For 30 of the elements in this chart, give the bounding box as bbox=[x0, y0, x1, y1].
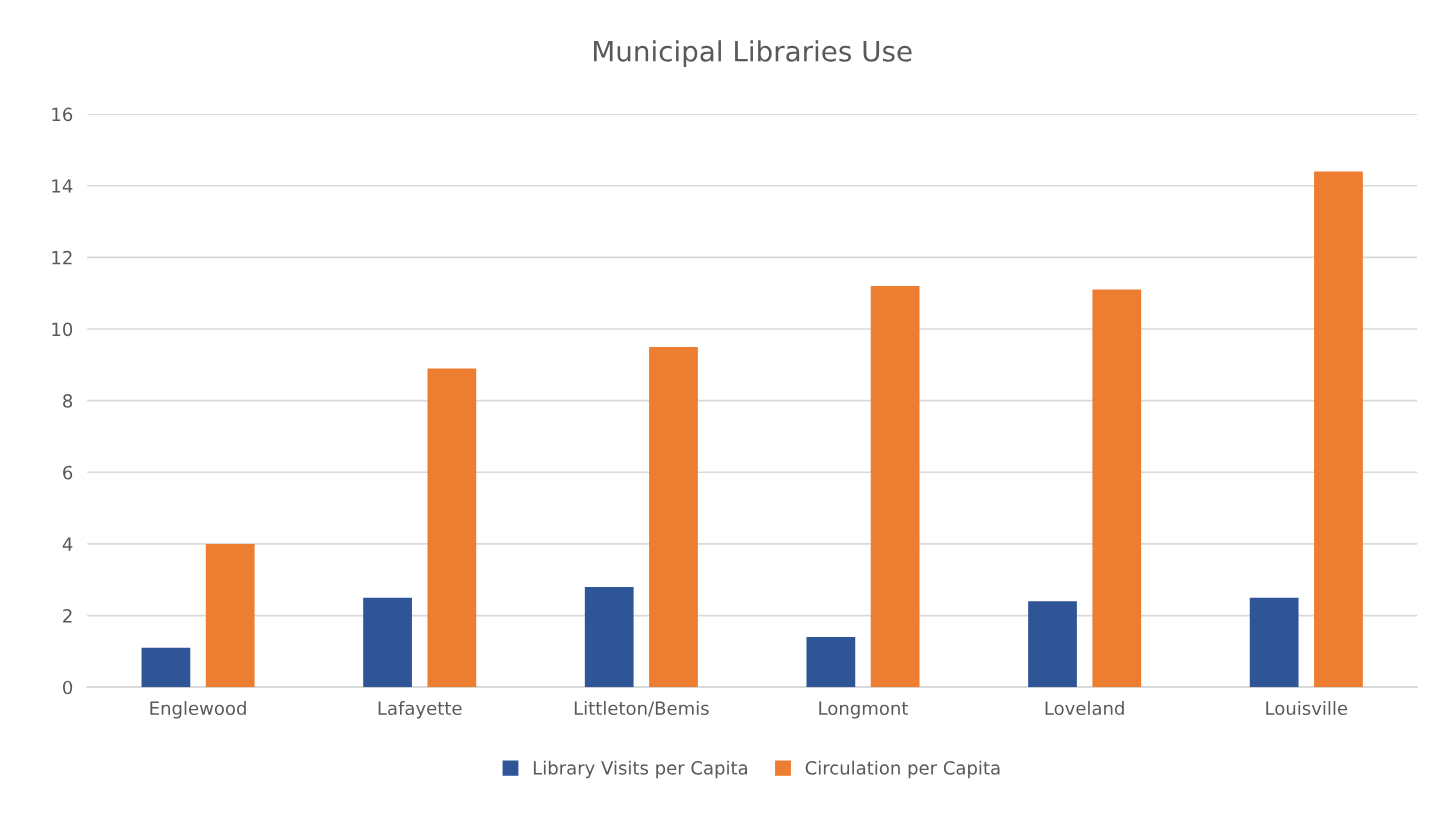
bar bbox=[649, 346, 698, 688]
y-tick-label: 6 bbox=[63, 465, 73, 480]
y-tick-label: 4 bbox=[62, 537, 73, 551]
y-tick-label: 14 bbox=[52, 179, 73, 193]
y-tick-label: 8 bbox=[63, 394, 73, 408]
bar bbox=[1249, 597, 1299, 688]
bar bbox=[205, 543, 255, 688]
bar bbox=[1028, 601, 1077, 688]
bar bbox=[1092, 289, 1142, 688]
y-tick-label: 0 bbox=[63, 680, 73, 695]
x-tick-label: Longmont bbox=[819, 701, 908, 719]
bar bbox=[141, 647, 191, 688]
legend-label: Circulation per Capita bbox=[805, 760, 1000, 779]
y-tick-label: 10 bbox=[52, 322, 73, 337]
chart-title: Municipal Libraries Use bbox=[594, 40, 912, 68]
x-tick-label: Lafayette bbox=[378, 701, 462, 719]
x-tick-label: Englewood bbox=[150, 701, 246, 719]
bar bbox=[806, 637, 856, 688]
x-tick-label: Loveland bbox=[1045, 701, 1124, 716]
x-tick-label: Littleton/Bemis bbox=[574, 701, 709, 717]
bar bbox=[870, 286, 920, 688]
bar bbox=[363, 597, 412, 688]
legend-label: Library Visits per Capita bbox=[533, 760, 748, 779]
bar bbox=[1314, 171, 1363, 688]
y-tick-label: 12 bbox=[52, 250, 72, 265]
bar bbox=[584, 586, 634, 688]
y-tick-label: 16 bbox=[52, 107, 73, 122]
x-tick-label: Louisville bbox=[1266, 701, 1348, 716]
bar bbox=[427, 368, 477, 688]
y-tick-label: 2 bbox=[63, 609, 72, 623]
